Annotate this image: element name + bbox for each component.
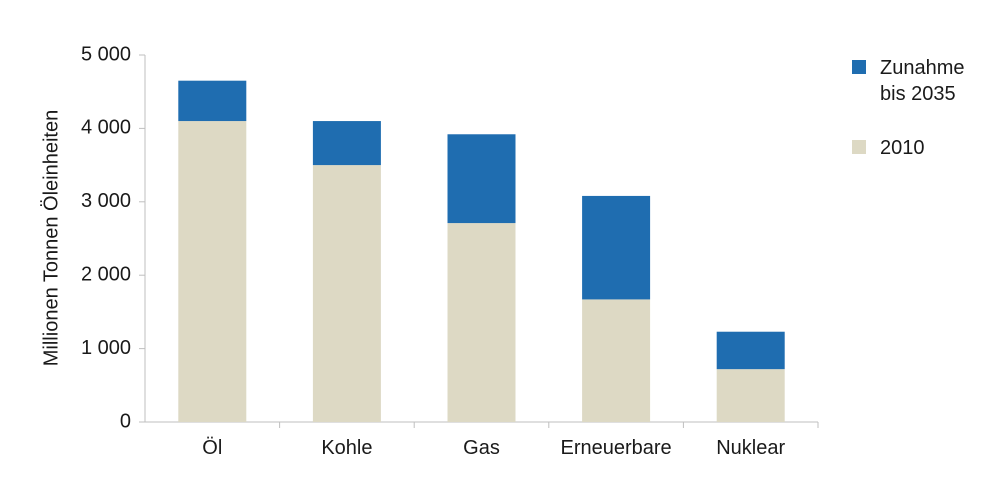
- x-category-label: Kohle: [321, 437, 372, 459]
- bar-segment: [582, 299, 651, 422]
- bar-segment: [312, 165, 381, 422]
- y-tick-label: 4 000: [81, 117, 131, 139]
- y-tick-label: 1 000: [81, 337, 131, 359]
- bar-segment: [716, 331, 785, 370]
- bar-segment: [447, 223, 516, 422]
- bar-segment: [178, 80, 247, 122]
- y-axis-label: Millionen Tonnen Öleinheiten: [40, 110, 62, 366]
- bar-segment: [447, 134, 516, 224]
- legend: Zunahme bis 2035 2010: [852, 57, 965, 159]
- y-tick-label: 0: [120, 410, 131, 432]
- bar-segment: [716, 369, 785, 422]
- x-category-label: Öl: [202, 437, 222, 459]
- x-category-label: Nuklear: [716, 437, 785, 459]
- bars-layer: [178, 80, 785, 422]
- legend-swatch: [852, 140, 866, 154]
- y-tick-label: 2 000: [81, 263, 131, 285]
- y-tick-label: 3 000: [81, 190, 131, 212]
- legend-label: Zunahme: [880, 57, 965, 79]
- y-tick-label: 5 000: [81, 43, 131, 65]
- bar-segment: [178, 121, 247, 422]
- legend-swatch: [852, 60, 866, 74]
- legend-label: bis 2035: [880, 83, 956, 105]
- legend-label: 2010: [880, 137, 925, 159]
- bar-segment: [582, 195, 651, 300]
- labels-layer: Öl Kohle Gas Erneuerbare Nuklear: [202, 437, 785, 459]
- x-category-label: Erneuerbare: [561, 437, 672, 459]
- x-category-label: Gas: [463, 437, 500, 459]
- bar-segment: [312, 121, 381, 166]
- ticks-layer: 0 1 000 2 000 3 000 4 000 5 000: [81, 43, 819, 432]
